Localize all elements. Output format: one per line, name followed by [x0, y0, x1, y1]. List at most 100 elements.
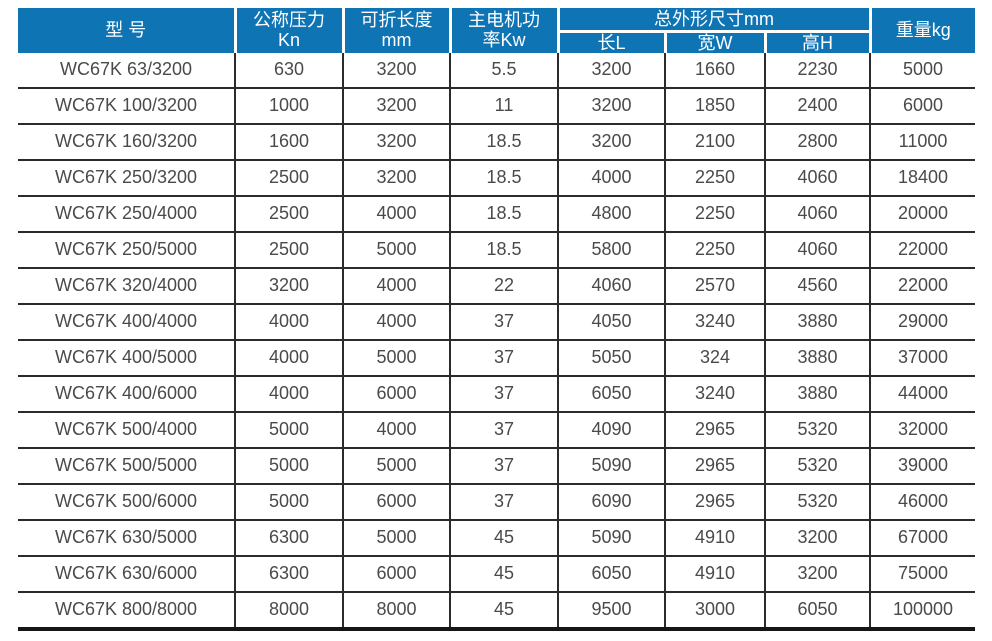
fold-length-cell: 4000 [342, 267, 450, 305]
pressure-cell: 630 [234, 52, 343, 89]
dim-width-cell: 4910 [664, 555, 765, 593]
weight-cell: 39000 [869, 447, 975, 485]
motor-power-cell: 37 [449, 483, 558, 521]
motor-power-cell: 37 [449, 411, 558, 449]
col-header-pressure: 公称压力 Kn [233, 8, 343, 53]
weight-cell: 22000 [869, 267, 975, 305]
table-row: WC67K 400/5000 4000 5000 37 5050 324 3880 37000 [18, 339, 975, 377]
table-header: 型 号 公称压力 Kn 可折长度 mm 主电机功 率Kw 总外形尺寸mm 重量k… [18, 8, 975, 53]
fold-length-cell: 6000 [342, 483, 450, 521]
dim-height-cell: 3880 [764, 375, 870, 413]
model-cell: WC67K 250/5000 [18, 231, 235, 269]
table-row: WC67K 500/4000 5000 4000 37 4090 2965 5320 3200… [18, 411, 975, 449]
weight-cell: 20000 [869, 195, 975, 233]
model-cell: WC67K 320/4000 [18, 267, 235, 305]
col-header-dim-width: 宽W [663, 31, 765, 53]
dim-width-cell: 2965 [664, 447, 765, 485]
fold-length-cell: 6000 [342, 375, 450, 413]
table-body: WC67K 63/3200 630 3200 5.5 3200 1660 2230 5000 W… [18, 52, 975, 631]
weight-cell: 22000 [869, 231, 975, 269]
weight-cell: 75000 [869, 555, 975, 593]
dim-width-cell: 2250 [664, 159, 765, 197]
pressure-cell: 1600 [234, 123, 343, 161]
model-cell: WC67K 500/5000 [18, 447, 235, 485]
pressure-cell: 5000 [234, 483, 343, 521]
dim-height-cell: 5320 [764, 447, 870, 485]
dim-width-cell: 2250 [664, 195, 765, 233]
pressure-cell: 4000 [234, 339, 343, 377]
weight-cell: 5000 [869, 52, 975, 89]
weight-cell: 67000 [869, 519, 975, 557]
col-header-fold-length-line2: mm [381, 30, 412, 51]
table-row: WC67K 630/5000 6300 5000 45 5090 4910 3200 6700… [18, 519, 975, 557]
model-cell: WC67K 400/5000 [18, 339, 235, 377]
weight-cell: 29000 [869, 303, 975, 341]
model-cell: WC67K 500/6000 [18, 483, 235, 521]
motor-power-cell: 45 [449, 555, 558, 593]
dim-height-cell: 5320 [764, 411, 870, 449]
table-row: WC67K 100/3200 1000 3200 11 3200 1850 2400 6000 [18, 87, 975, 125]
weight-cell: 11000 [869, 123, 975, 161]
dim-height-cell: 2230 [764, 52, 870, 89]
dim-width-cell: 2965 [664, 411, 765, 449]
dim-length-cell: 5090 [557, 447, 665, 485]
motor-power-cell: 18.5 [449, 231, 558, 269]
weight-cell: 37000 [869, 339, 975, 377]
table-row: WC67K 250/4000 2500 4000 18.5 4800 2250 4060 20… [18, 195, 975, 233]
table-row: WC67K 320/4000 3200 4000 22 4060 2570 4560 2200… [18, 267, 975, 305]
dim-width-cell: 2250 [664, 231, 765, 269]
dim-length-cell: 3200 [557, 52, 665, 89]
pressure-cell: 5000 [234, 447, 343, 485]
col-header-fold-length: 可折长度 mm [341, 8, 450, 53]
motor-power-cell: 37 [449, 447, 558, 485]
motor-power-cell: 11 [449, 87, 558, 125]
table-row: WC67K 400/6000 4000 6000 37 6050 3240 3880 4400… [18, 375, 975, 413]
dim-length-cell: 3200 [557, 87, 665, 125]
pressure-cell: 1000 [234, 87, 343, 125]
pressure-cell: 2500 [234, 195, 343, 233]
dim-width-cell: 3240 [664, 375, 765, 413]
dim-length-cell: 9500 [557, 591, 665, 631]
fold-length-cell: 3200 [342, 159, 450, 197]
col-header-motor-power-line1: 主电机功 [468, 10, 540, 31]
motor-power-cell: 18.5 [449, 195, 558, 233]
motor-power-cell: 45 [449, 591, 558, 631]
fold-length-cell: 4000 [342, 195, 450, 233]
dim-length-cell: 6050 [557, 555, 665, 593]
table-row: WC67K 400/4000 4000 4000 37 4050 3240 3880 2900… [18, 303, 975, 341]
fold-length-cell: 4000 [342, 303, 450, 341]
fold-length-cell: 6000 [342, 555, 450, 593]
table-row: WC67K 500/6000 5000 6000 37 6090 2965 5320 4600… [18, 483, 975, 521]
model-cell: WC67K 63/3200 [18, 52, 235, 89]
weight-cell: 44000 [869, 375, 975, 413]
dim-length-cell: 4090 [557, 411, 665, 449]
fold-length-cell: 3200 [342, 87, 450, 125]
pressure-cell: 6300 [234, 555, 343, 593]
dim-length-cell: 4000 [557, 159, 665, 197]
dim-length-cell: 5090 [557, 519, 665, 557]
dim-length-cell: 4060 [557, 267, 665, 305]
fold-length-cell: 5000 [342, 231, 450, 269]
model-cell: WC67K 630/5000 [18, 519, 235, 557]
dim-width-cell: 2100 [664, 123, 765, 161]
pressure-cell: 3200 [234, 267, 343, 305]
pressure-cell: 6300 [234, 519, 343, 557]
col-header-pressure-line2: Kn [277, 30, 301, 51]
dim-width-cell: 3000 [664, 591, 765, 631]
col-header-weight: 重量kg [868, 8, 975, 53]
dim-height-cell: 4560 [764, 267, 870, 305]
dim-width-cell: 4910 [664, 519, 765, 557]
dim-width-cell: 2570 [664, 267, 765, 305]
weight-cell: 18400 [869, 159, 975, 197]
dim-length-cell: 5800 [557, 231, 665, 269]
dim-length-cell: 4800 [557, 195, 665, 233]
dim-height-cell: 2800 [764, 123, 870, 161]
table-row: WC67K 63/3200 630 3200 5.5 3200 1660 2230 5000 [18, 52, 975, 89]
pressure-cell: 4000 [234, 375, 343, 413]
motor-power-cell: 37 [449, 303, 558, 341]
weight-cell: 46000 [869, 483, 975, 521]
dim-length-cell: 3200 [557, 123, 665, 161]
dim-height-cell: 5320 [764, 483, 870, 521]
motor-power-cell: 37 [449, 375, 558, 413]
weight-cell: 6000 [869, 87, 975, 125]
